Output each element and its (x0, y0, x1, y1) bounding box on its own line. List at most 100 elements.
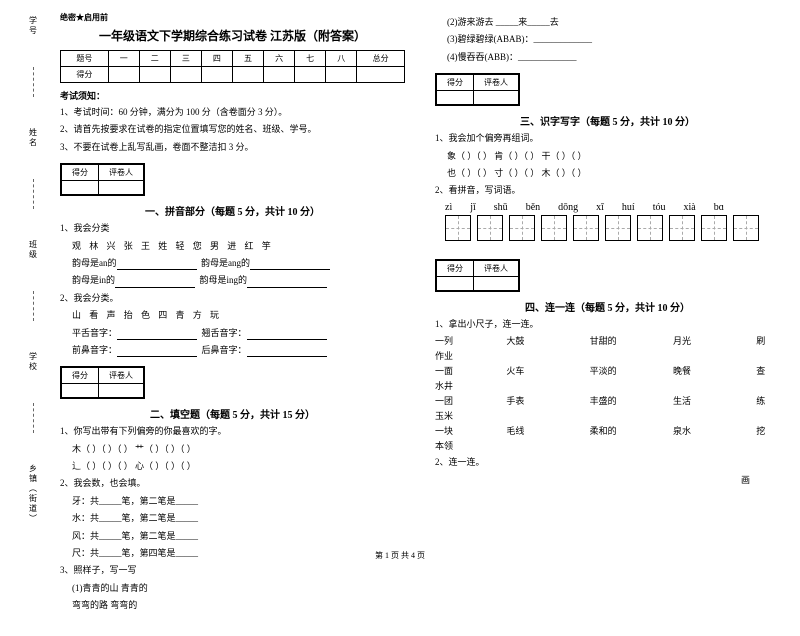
tian-box[interactable] (573, 215, 599, 241)
sb-cell[interactable] (62, 384, 99, 398)
sb-cell[interactable] (437, 276, 474, 290)
fill-line[interactable]: 风：共_____笔，第二笔是_____ (60, 529, 405, 543)
tian-box[interactable] (669, 215, 695, 241)
score-cell[interactable] (357, 67, 405, 83)
connect-cell[interactable] (465, 409, 507, 422)
connect-cell[interactable] (548, 364, 590, 377)
connect-cell[interactable] (590, 409, 632, 422)
connect-cell[interactable] (715, 394, 757, 407)
connect-cell[interactable]: 练 (756, 394, 780, 407)
tian-box[interactable] (605, 215, 631, 241)
connect-cell[interactable] (715, 334, 757, 347)
connect-cell[interactable] (506, 379, 548, 392)
connect-grid[interactable]: 一列大鼓甘甜的月光刷作业一面火车平淡的晚餐查水井一团手表丰盛的生活练玉米一块毛线… (435, 334, 780, 452)
connect-cell[interactable] (715, 439, 757, 452)
margin-label[interactable]: 乡镇（街道） (28, 464, 39, 524)
connect-cell[interactable]: 柔和的 (590, 424, 632, 437)
connect-cell[interactable] (548, 379, 590, 392)
connect-cell[interactable] (715, 364, 757, 377)
connect-cell[interactable]: 平淡的 (590, 364, 632, 377)
fill-row[interactable]: 韵母是in的 韵母是ing的 (60, 273, 405, 287)
connect-cell[interactable]: 大鼓 (506, 334, 548, 347)
connect-cell[interactable]: 手表 (506, 394, 548, 407)
tian-box[interactable] (541, 215, 567, 241)
connect-cell[interactable] (590, 379, 632, 392)
score-cell[interactable] (201, 67, 232, 83)
connect-cell[interactable]: 一面 (435, 364, 465, 377)
connect-cell[interactable] (548, 424, 590, 437)
connect-cell[interactable]: 一列 (435, 334, 465, 347)
connect-cell[interactable] (548, 349, 590, 362)
connect-cell[interactable] (631, 364, 673, 377)
connect-cell[interactable]: 挖 (756, 424, 780, 437)
score-cell[interactable] (232, 67, 263, 83)
fill-row[interactable]: 平舌音字： 翘舌音字： (60, 326, 405, 340)
score-cell[interactable] (295, 67, 326, 83)
connect-cell[interactable] (715, 379, 757, 392)
fill-row[interactable]: 韵母是an的 韵母是ang的 (60, 256, 405, 270)
connect-cell[interactable] (673, 409, 715, 422)
tian-box[interactable] (701, 215, 727, 241)
sb-cell[interactable] (99, 181, 144, 195)
margin-label[interactable]: 姓名 (28, 128, 39, 148)
fill-row[interactable]: 前鼻音字： 后鼻音字： (60, 343, 405, 357)
connect-cell[interactable] (673, 349, 715, 362)
sb-cell[interactable] (99, 384, 144, 398)
connect-cell[interactable] (548, 409, 590, 422)
connect-cell[interactable]: 作业 (435, 349, 465, 362)
connect-cell[interactable] (756, 379, 780, 392)
connect-cell[interactable] (756, 409, 780, 422)
connect-cell[interactable]: 刷 (756, 334, 780, 347)
fill-line[interactable]: (4)慢吞吞(ABB)：_____________ (435, 50, 780, 64)
sb-cell[interactable] (474, 91, 519, 105)
connect-cell[interactable] (590, 349, 632, 362)
sb-cell[interactable] (62, 181, 99, 195)
connect-cell[interactable] (631, 409, 673, 422)
connect-cell[interactable]: 一团 (435, 394, 465, 407)
connect-cell[interactable] (506, 409, 548, 422)
margin-label[interactable]: 学校 (28, 352, 39, 372)
tian-box[interactable] (733, 215, 759, 241)
connect-cell[interactable] (715, 349, 757, 362)
score-cell[interactable] (108, 67, 139, 83)
connect-cell[interactable] (590, 439, 632, 452)
score-cell[interactable] (264, 67, 295, 83)
fill-line[interactable]: 象（ ）（ ） 肯（ ）（ ） 干（ ）（ ） (435, 149, 780, 163)
connect-cell[interactable] (631, 334, 673, 347)
connect-cell[interactable]: 水井 (435, 379, 465, 392)
tian-row[interactable] (435, 215, 780, 241)
connect-cell[interactable]: 本领 (435, 439, 465, 452)
tian-box[interactable] (637, 215, 663, 241)
connect-cell[interactable] (548, 394, 590, 407)
connect-cell[interactable] (715, 409, 757, 422)
margin-label[interactable]: 班级 (28, 240, 39, 260)
connect-cell[interactable] (548, 439, 590, 452)
connect-cell[interactable] (756, 349, 780, 362)
tian-box[interactable] (477, 215, 503, 241)
connect-cell[interactable]: 月光 (673, 334, 715, 347)
connect-cell[interactable]: 晚餐 (673, 364, 715, 377)
connect-cell[interactable] (465, 334, 507, 347)
connect-cell[interactable] (631, 394, 673, 407)
connect-cell[interactable] (506, 349, 548, 362)
fill-line[interactable]: (2)游来游去 _____来_____去 (435, 15, 780, 29)
connect-cell[interactable]: 生活 (673, 394, 715, 407)
connect-cell[interactable] (465, 349, 507, 362)
score-cell[interactable] (139, 67, 170, 83)
score-cell[interactable] (170, 67, 201, 83)
connect-cell[interactable] (715, 424, 757, 437)
connect-cell[interactable]: 一块 (435, 424, 465, 437)
fill-line[interactable]: 也（ ）（ ） 寸（ ）（ ） 木（ ）（ ） (435, 166, 780, 180)
connect-cell[interactable]: 查 (756, 364, 780, 377)
connect-cell[interactable] (465, 364, 507, 377)
connect-cell[interactable]: 毛线 (506, 424, 548, 437)
margin-label[interactable]: 学号 (28, 16, 39, 36)
connect-cell[interactable] (673, 379, 715, 392)
tian-box[interactable] (445, 215, 471, 241)
connect-cell[interactable] (465, 379, 507, 392)
connect-cell[interactable] (631, 349, 673, 362)
connect-cell[interactable]: 泉水 (673, 424, 715, 437)
connect-cell[interactable] (756, 439, 780, 452)
fill-line[interactable]: (3)碧绿碧绿(ABAB)：_____________ (435, 32, 780, 46)
connect-cell[interactable]: 玉米 (435, 409, 465, 422)
